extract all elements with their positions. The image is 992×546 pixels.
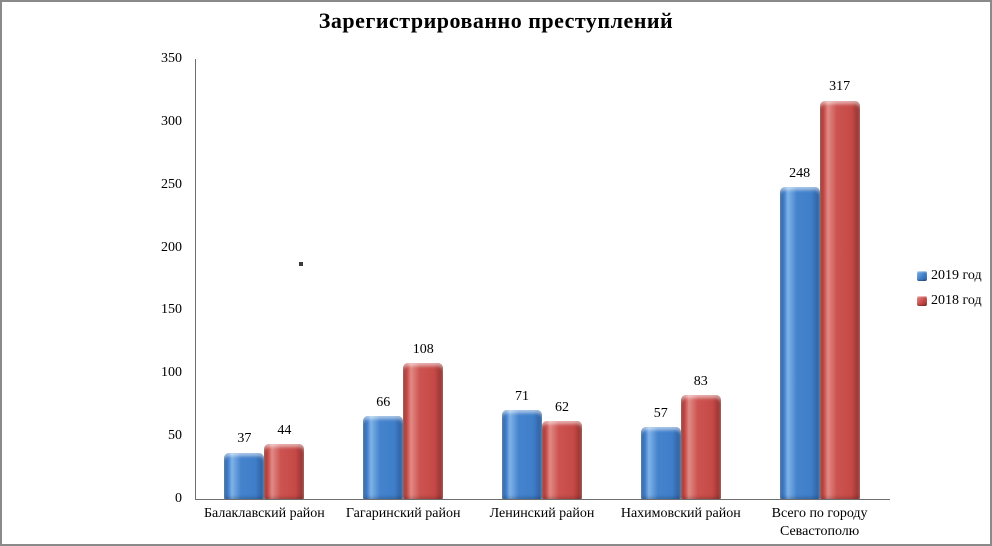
legend-swatch-2018-icon xyxy=(917,296,927,306)
bar-2018-год-4 xyxy=(819,100,860,499)
bar-2018-год-1 xyxy=(403,363,444,499)
legend-swatch-2019-icon xyxy=(917,271,927,281)
bar-2019-год-3 xyxy=(640,427,681,499)
bar-value-label: 71 xyxy=(515,388,529,404)
bar-2019-год-1 xyxy=(363,416,404,499)
bar-value-label: 83 xyxy=(693,373,708,389)
bar-value-label: 108 xyxy=(412,342,434,358)
bar-value-label: 44 xyxy=(277,422,292,438)
bar-2018-год-2 xyxy=(542,421,582,499)
bar-2018-год-0 xyxy=(264,443,305,499)
bar-value-label: 248 xyxy=(789,166,811,182)
plot-area xyxy=(195,59,890,500)
legend-label: 2019 год xyxy=(931,268,982,283)
bar-value-label: 62 xyxy=(555,400,569,416)
bar-2019-год-2 xyxy=(502,409,542,499)
chart-title: Зарегистрированно преступлений xyxy=(318,8,674,33)
x-category-label: Нахимовский район xyxy=(620,506,741,521)
bar-2019-год-4 xyxy=(779,187,820,499)
legend-item: 2019 год xyxy=(917,268,982,284)
y-tick-label: 250 xyxy=(161,176,182,192)
y-tick-label: 50 xyxy=(168,428,182,444)
legend-label: 2018 год xyxy=(931,293,982,308)
y-tick-label: 300 xyxy=(161,113,182,129)
stray-dot-artifact xyxy=(299,262,303,266)
y-tick-label: 150 xyxy=(161,302,182,318)
bar-value-label: 37 xyxy=(237,431,252,447)
y-tick-label: 0 xyxy=(175,491,182,506)
legend: 2019 год 2018 год xyxy=(917,268,982,318)
bar-value-label: 66 xyxy=(376,395,391,411)
bar-2019-год-0 xyxy=(224,452,265,499)
x-category-label: Балаклавский район xyxy=(203,506,325,521)
y-tick-label: 100 xyxy=(161,365,182,381)
legend-item: 2018 год xyxy=(917,293,982,309)
bar-value-label: 57 xyxy=(653,406,668,422)
bar-value-label: 317 xyxy=(829,79,851,95)
y-tick-label: 350 xyxy=(161,51,182,66)
bar-2018-год-3 xyxy=(680,394,721,499)
x-category-label: Гагаринский район xyxy=(345,506,461,521)
x-category-label: Всего по городу Севастополю xyxy=(771,506,868,539)
x-category-label: Ленинский район xyxy=(489,506,595,521)
y-tick-label: 200 xyxy=(161,239,182,255)
